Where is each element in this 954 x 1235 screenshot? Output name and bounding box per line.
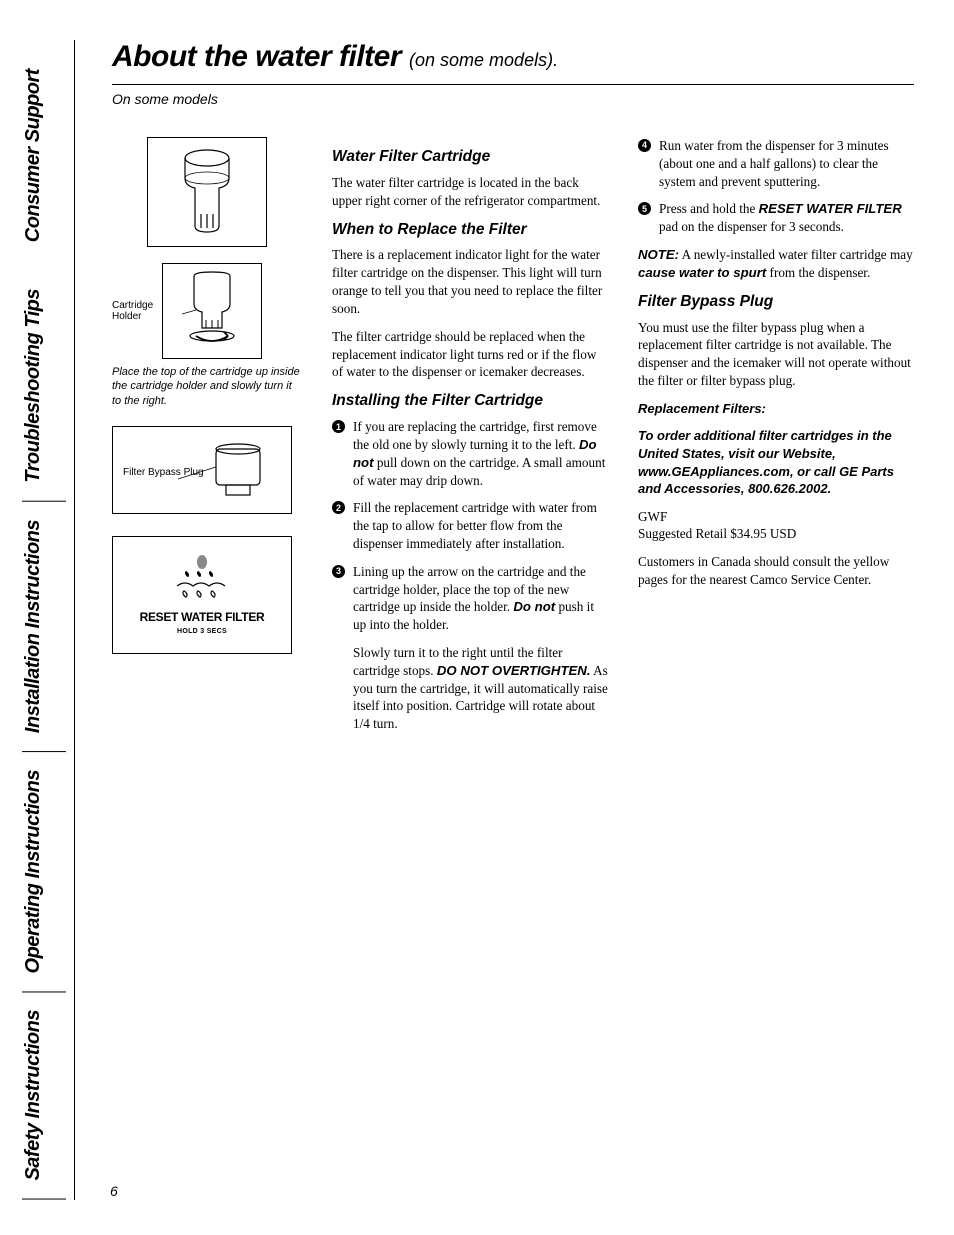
para-canada: Customers in Canada should consult the y… (638, 553, 914, 589)
cartridge-holder-label: Cartridge Holder (112, 300, 156, 323)
step-2-text: Fill the replacement cartridge with wate… (353, 499, 608, 552)
heading-cartridge: Water Filter Cartridge (332, 147, 608, 168)
para-when-2: The filter cartridge should be replaced … (332, 328, 608, 381)
heading-when: When to Replace the Filter (332, 220, 608, 241)
step-4: 4 Run water from the dispenser for 3 min… (638, 137, 914, 190)
gwf-label: GWF (638, 508, 914, 526)
title-suffix: (on some models). (409, 50, 558, 71)
step-number-icon: 1 (332, 420, 345, 433)
step-number-icon: 4 (638, 139, 651, 152)
text: If you are replacing the cartridge, firs… (353, 419, 597, 452)
text: from the dispenser. (766, 265, 870, 280)
bypass-plug-label: Filter Bypass Plug (123, 467, 204, 478)
step-1-text: If you are replacing the cartridge, firs… (353, 418, 608, 489)
text: Press and hold the (659, 201, 759, 216)
para-cartridge: The water filter cartridge is located in… (332, 174, 608, 210)
title-line: About the water filter (on some models). (112, 40, 914, 74)
spurt-warning: cause water to spurt (638, 265, 766, 280)
step-3: 3 Lining up the arrow on the cartridge a… (332, 563, 608, 733)
text: A newly-installed water filter cartridge… (679, 247, 913, 262)
note-paragraph: NOTE: A newly-installed water filter car… (638, 246, 914, 282)
tab-operating: Operating Instructions (22, 752, 66, 992)
column-1: Water Filter Cartridge The water filter … (332, 137, 608, 743)
page-title: About the water filter (112, 40, 401, 74)
tab-troubleshooting: Troubleshooting Tips (22, 271, 66, 502)
cartridge-icon (177, 148, 237, 236)
subtitle: On some models (112, 91, 914, 107)
page-body: About the water filter (on some models).… (76, 0, 954, 1235)
heading-replacement: Replacement Filters: (638, 400, 914, 418)
note-lead: NOTE: (638, 247, 679, 262)
illustration-column: Cartridge Holder Place the top of the ca… (112, 137, 302, 743)
para-bypass: You must use the filter bypass plug when… (638, 319, 914, 390)
page-number: 6 (110, 1183, 118, 1199)
reset-sublabel: HOLD 3 SECS (177, 628, 227, 635)
text: pad on the dispenser for 3 seconds. (659, 219, 844, 234)
step-2: 2 Fill the replacement cartridge with wa… (332, 499, 608, 552)
tab-consumer-support: Consumer Support (22, 40, 66, 271)
price-label: Suggested Retail $34.95 USD (638, 525, 914, 543)
heading-install: Installing the Filter Cartridge (332, 391, 608, 412)
cartridge-holder-illustration (162, 263, 262, 359)
reset-filter-label: RESET WATER FILTER (759, 201, 902, 216)
reset-label: RESET WATER FILTER (140, 610, 265, 624)
holder-caption: Place the top of the cartridge up inside… (112, 365, 302, 408)
vertical-rule (74, 40, 75, 1200)
text-columns: Water Filter Cartridge The water filter … (332, 137, 914, 743)
cartridge-holder-illustration-row: Cartridge Holder (112, 263, 302, 359)
step-number-icon: 3 (332, 565, 345, 578)
filter-cartridge-illustration (147, 137, 267, 247)
reset-button-illustration: RESET WATER FILTER HOLD 3 SECS (112, 536, 292, 654)
step-5: 5 Press and hold the RESET WATER FILTER … (638, 200, 914, 236)
tab-safety: Safety Instructions (22, 992, 66, 1200)
content-columns: Cartridge Holder Place the top of the ca… (112, 137, 914, 743)
para-when-1: There is a replacement indicator light f… (332, 246, 608, 317)
step-number-icon: 2 (332, 501, 345, 514)
step-5-text: Press and hold the RESET WATER FILTER pa… (659, 200, 914, 236)
step-4-text: Run water from the dispenser for 3 minut… (659, 137, 914, 190)
reset-icon (167, 554, 237, 606)
step-number-icon: 5 (638, 202, 651, 215)
heading-bypass: Filter Bypass Plug (638, 292, 914, 313)
overtighten-warning: DO NOT OVERTIGHTEN. (437, 663, 591, 678)
tab-installation: Installation Instructions (22, 502, 66, 752)
section-tabs: Safety Instructions Operating Instructio… (22, 40, 66, 1200)
step-1: 1 If you are replacing the cartridge, fi… (332, 418, 608, 489)
holder-icon (182, 270, 242, 352)
horizontal-rule (112, 84, 914, 85)
para-order: To order additional filter cartridges in… (638, 427, 914, 497)
bypass-plug-illustration: Filter Bypass Plug (112, 426, 292, 514)
text: pull down on the cartridge. A small amou… (353, 455, 605, 488)
do-not: Do not (513, 599, 555, 614)
step-3-text: Lining up the arrow on the cartridge and… (353, 563, 608, 733)
column-2: 4 Run water from the dispenser for 3 min… (638, 137, 914, 743)
